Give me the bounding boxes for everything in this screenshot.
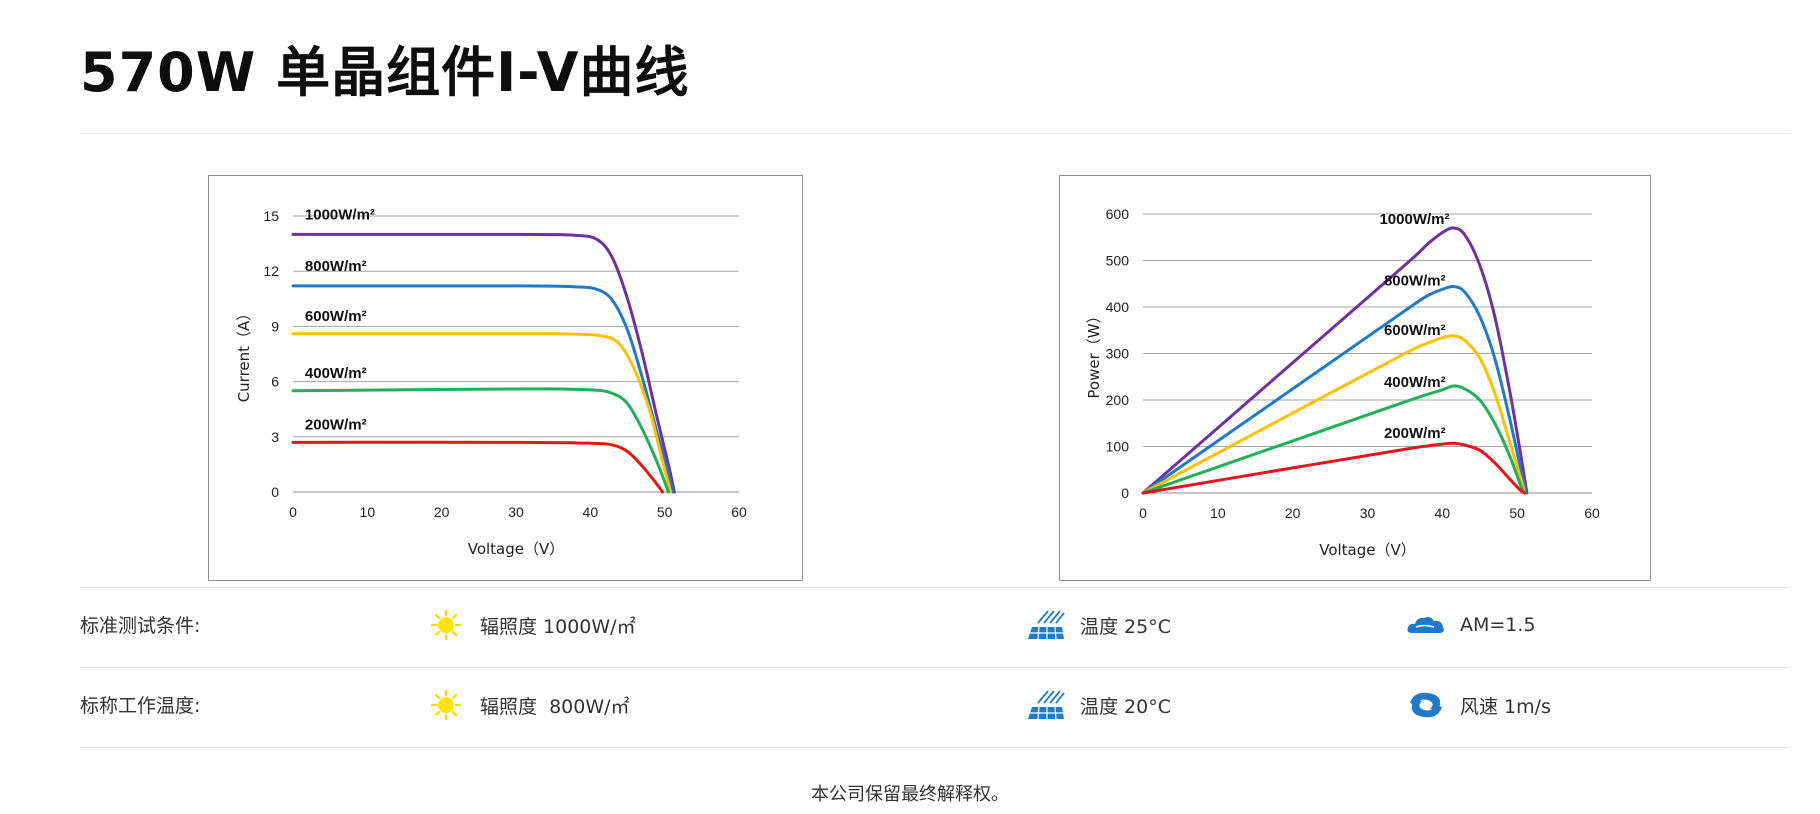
series-line-1000 [291,232,676,494]
x-tick-label: 30 [508,504,524,520]
x-axis-title: Voltage（V） [1319,541,1416,559]
x-axis-title: Voltage（V） [468,540,565,558]
y-tick-label: 300 [1106,346,1130,362]
sun-icon [426,607,466,643]
y-tick-label: 500 [1106,253,1130,269]
y-tick-label: 200 [1106,392,1130,408]
curve-label: 200W/m² [305,416,367,433]
series-line-600 [291,332,673,494]
x-tick-label: 0 [1139,505,1147,521]
irradiance-item: 辐照度 800W/㎡ [426,685,630,725]
series-line-600 [1141,334,1527,495]
y-axis-title: Power（W） [1085,308,1103,398]
curve-label: 800W/m² [1384,273,1446,290]
irradiance-text: 辐照度 1000W/㎡ [480,615,636,638]
x-tick-label: 50 [1509,505,1525,521]
divider [80,747,1790,748]
x-tick-label: 60 [731,504,747,520]
y-tick-label: 9 [271,318,279,334]
x-tick-label: 10 [360,504,376,520]
wind-speed-item: 风速 1m/s [1406,685,1551,725]
irradiance-item: 辐照度 1000W/㎡ [426,605,636,645]
y-tick-label: 100 [1106,439,1130,455]
irradiance-text: 辐照度 800W/㎡ [480,695,630,718]
pv-chart-svg: 0 100 200 300 400 500 600 0 10 20 30 40 50 60 Voltage（… [1085,206,1600,559]
solar-panel-icon [1026,607,1066,643]
curve-label: 600W/m² [305,308,367,325]
y-tick-label: 0 [1121,485,1129,501]
series-line-400 [291,387,670,494]
sun-icon [426,687,466,723]
series-line-200 [1141,441,1527,495]
y-tick-label: 15 [263,208,279,224]
y-tick-label: 0 [271,484,279,500]
temperature-item: 温度 20°C [1026,685,1171,725]
temperature-text: 温度 20°C [1080,695,1171,718]
x-tick-label: 20 [1285,505,1301,521]
curve-label: 800W/m² [305,258,367,275]
nominal-operating-temperature-row: 标称工作温度: 辐照度 800W/㎡ [80,667,1790,747]
x-tick-label: 20 [434,504,450,520]
y-tick-label: 3 [271,429,279,445]
y-tick-label: 400 [1106,299,1130,315]
iv-chart-svg: 0 3 6 9 12 15 0 10 20 30 40 50 60 Voltage（V） Current（A… [235,207,747,558]
divider [80,587,1790,588]
divider [80,133,1790,134]
copyright-note: 本公司保留最终解释权。 [811,784,1009,805]
solar-panel-icon [1026,687,1066,723]
cloud-icon [1406,607,1446,643]
page-title: 570W 单晶组件I-V曲线 [80,41,690,104]
x-tick-label: 0 [289,504,297,520]
wind-speed-text: 风速 1m/s [1460,695,1551,718]
y-tick-label: 600 [1106,206,1130,222]
curve-label: 1000W/m² [1379,211,1449,228]
series-line-800 [1141,284,1528,495]
series-line-200 [291,440,664,494]
series-line-800 [291,284,675,494]
standard-test-conditions-row: 标准测试条件: 辐照度 1000W/㎡ [80,587,1790,667]
curve-label: 400W/m² [305,365,367,382]
iv-chart: 0 3 6 9 12 15 0 10 20 30 40 50 60 Voltage（V） Current（A… [208,175,803,581]
y-tick-label: 12 [263,263,279,279]
air-mass-text: AM=1.5 [1460,614,1536,636]
series-line-400 [1141,384,1527,495]
x-tick-label: 10 [1210,505,1226,521]
air-mass-item: AM=1.5 [1406,605,1536,645]
divider [80,667,1790,668]
curve-label: 200W/m² [1384,425,1446,442]
x-tick-label: 50 [657,504,673,520]
x-tick-label: 60 [1584,505,1600,521]
row-label: 标称工作温度: [80,695,201,717]
series-line-1000 [1141,226,1529,495]
temperature-item: 温度 25°C [1026,605,1171,645]
x-tick-label: 40 [583,504,599,520]
row-label: 标准测试条件: [80,615,201,637]
curve-label: 400W/m² [1384,374,1446,391]
temperature-text: 温度 25°C [1080,615,1171,638]
wind-icon [1406,687,1446,723]
x-tick-label: 40 [1435,505,1451,521]
pv-chart: 0 100 200 300 400 500 600 0 10 20 30 40 50 60 Voltage（… [1059,175,1651,581]
curve-label: 600W/m² [1384,322,1446,339]
x-tick-label: 30 [1360,505,1376,521]
curve-label: 1000W/m² [305,207,375,224]
y-tick-label: 6 [271,374,279,390]
y-axis-title: Current（A） [235,306,253,403]
